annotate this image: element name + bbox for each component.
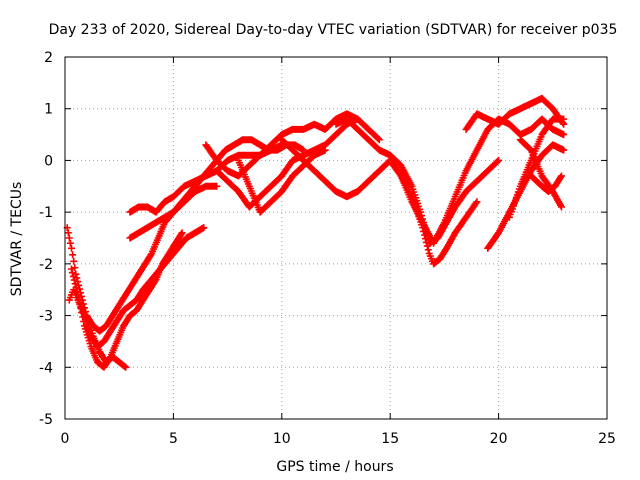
- y-tick-label: -1: [39, 205, 53, 221]
- x-axis-label: GPS time / hours: [276, 459, 393, 475]
- chart-title: Day 233 of 2020, Sidereal Day-to-day VTE…: [49, 22, 618, 38]
- data-point-markers: [83, 312, 130, 371]
- data-point-markers: [63, 136, 307, 335]
- x-tick-label: 20: [490, 431, 508, 447]
- data-marks: [63, 94, 568, 371]
- axis-ticks: 0 5 10 15 20 25 -5 -4 -3 -2 -1 0 1 2: [39, 50, 616, 447]
- y-axis-label: SDTVAR / TECUs: [9, 182, 25, 297]
- y-tick-label: -2: [39, 257, 53, 273]
- data-point-markers: [332, 115, 503, 247]
- data-point-markers: [462, 94, 568, 133]
- plot-area-border: [64, 56, 608, 420]
- x-tick-label: 10: [273, 431, 291, 447]
- series-arc-13: [462, 94, 568, 133]
- x-tick-label: 15: [381, 431, 399, 447]
- grid: [65, 57, 607, 419]
- x-tick-label: 0: [61, 431, 70, 447]
- series-arc-1: [63, 136, 307, 335]
- y-tick-label: 1: [44, 102, 53, 118]
- series-arc-6: [126, 182, 221, 242]
- series-arc-8: [213, 115, 362, 211]
- data-point-markers: [386, 115, 568, 247]
- series-arc-11: [332, 115, 503, 247]
- y-tick-label: 0: [44, 153, 53, 169]
- data-point-markers: [213, 115, 362, 211]
- y-tick-label: 2: [44, 50, 53, 66]
- x-tick-label: 25: [598, 431, 616, 447]
- series-arc-12: [386, 115, 568, 247]
- series-arc-4: [83, 312, 130, 371]
- y-tick-label: -5: [39, 412, 53, 428]
- data-point-markers: [516, 136, 565, 211]
- x-tick-label: 5: [169, 431, 178, 447]
- y-tick-label: -4: [39, 360, 53, 376]
- series-arc-17: [516, 136, 565, 211]
- y-tick-label: -3: [39, 309, 53, 325]
- data-point-markers: [126, 182, 221, 242]
